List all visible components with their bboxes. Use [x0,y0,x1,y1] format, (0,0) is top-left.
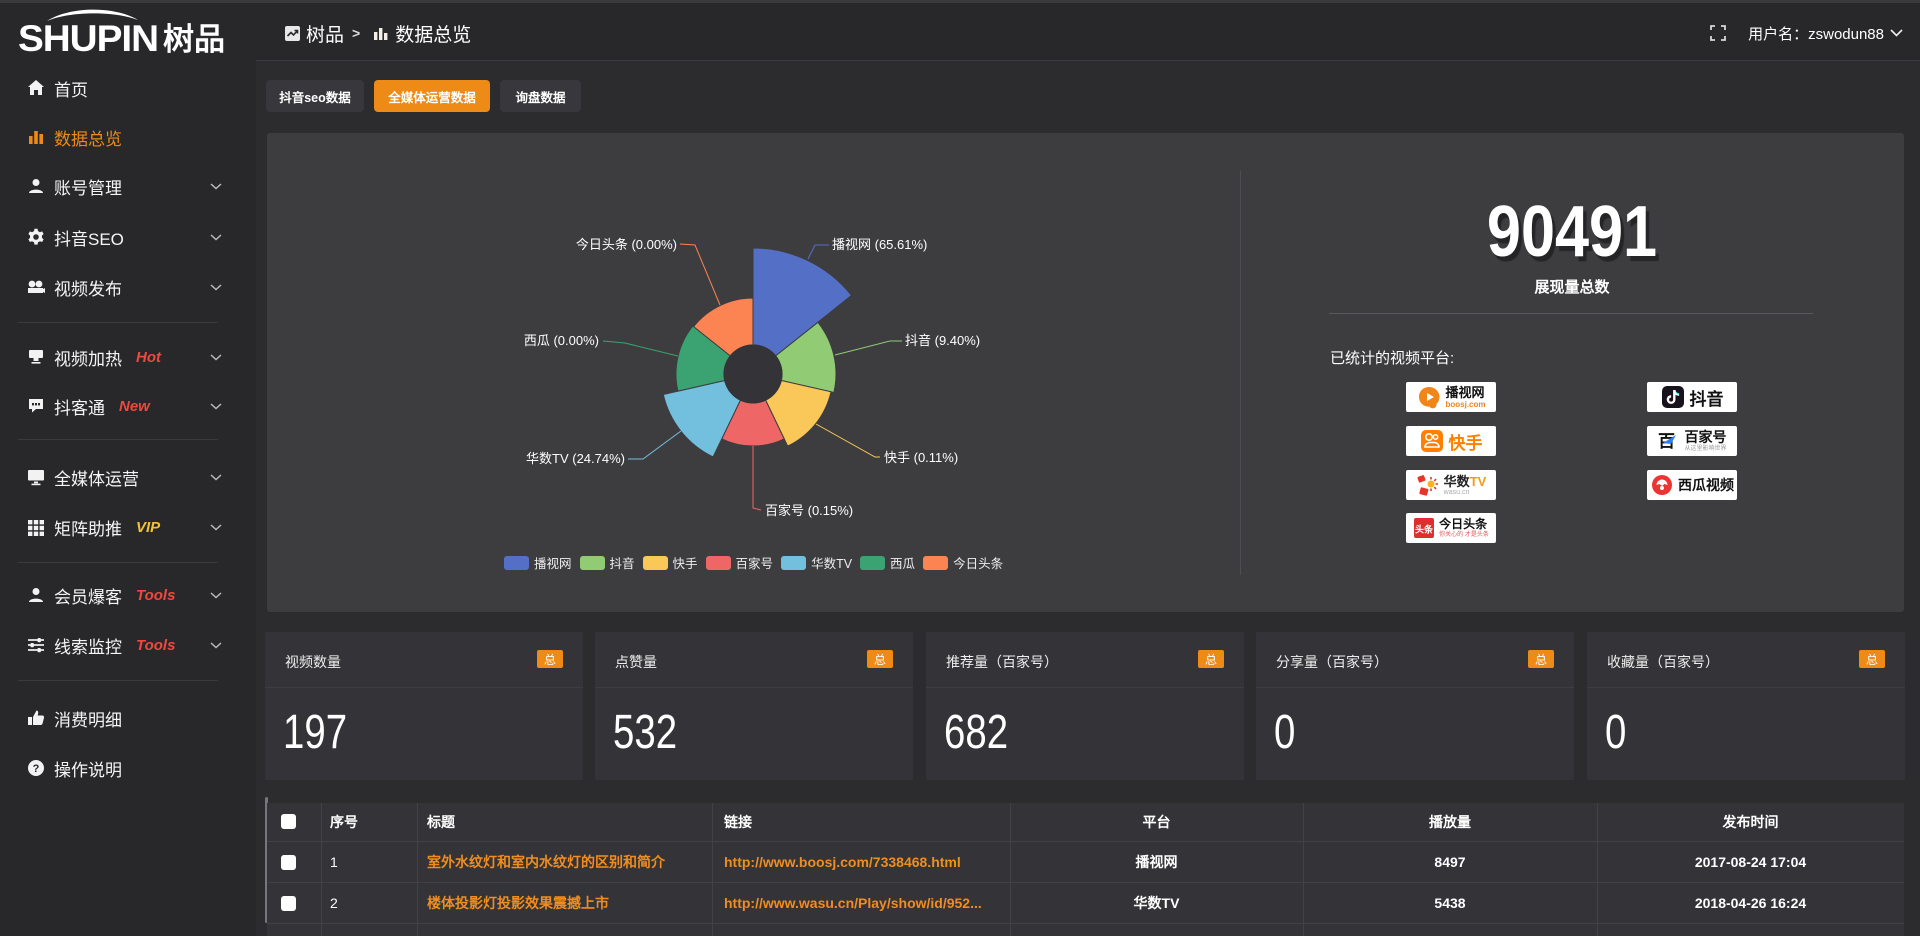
svg-text:抖音 (9.40%): 抖音 (9.40%) [905,333,980,348]
svg-text:播视网 (65.61%): 播视网 (65.61%) [832,237,927,252]
svg-text:快手 (0.11%): 快手 (0.11%) [884,450,958,465]
svg-text:?: ? [33,763,40,775]
svg-text:SHUPIN: SHUPIN [18,18,158,58]
svg-text:树品: 树品 [163,22,225,57]
svg-text:华数TV (24.74%): 华数TV (24.74%) [526,451,625,466]
svg-text:今日头条 (0.00%): 今日头条 (0.00%) [576,237,677,252]
svg-text:西瓜 (0.00%): 西瓜 (0.00%) [524,333,599,348]
svg-text:头条: 头条 [1415,524,1434,535]
svg-text:百家号 (0.15%): 百家号 (0.15%) [765,503,853,518]
